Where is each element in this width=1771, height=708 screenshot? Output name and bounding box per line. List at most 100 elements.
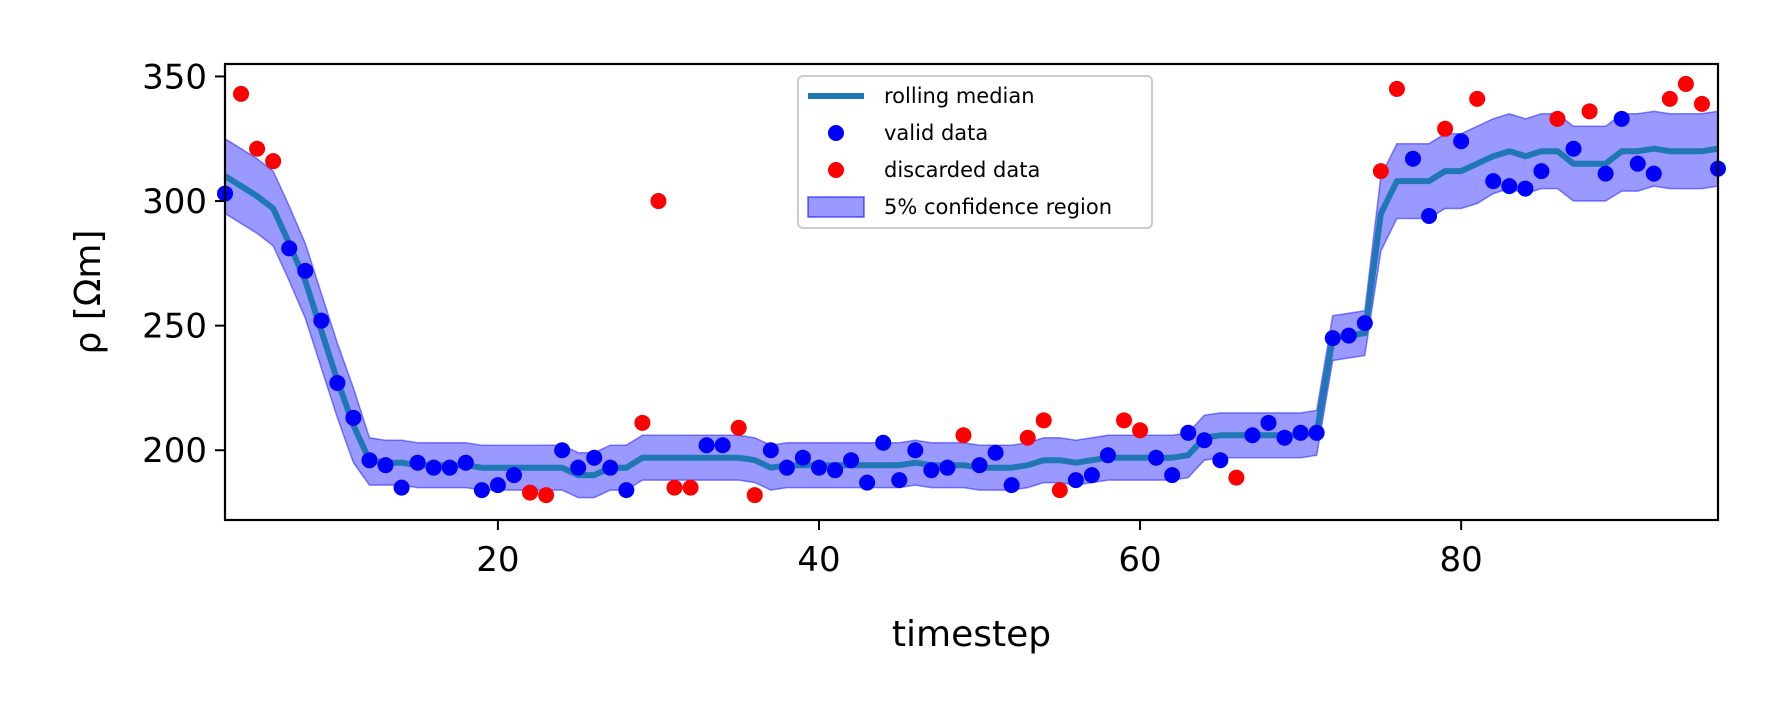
legend-label: valid data xyxy=(884,121,988,145)
discarded-data-point xyxy=(1051,482,1068,499)
valid-data-point xyxy=(1565,140,1582,157)
y-tick-label: 300 xyxy=(142,182,207,222)
valid-data-point xyxy=(1148,449,1165,466)
valid-data-point xyxy=(1003,477,1020,494)
data-points-layer xyxy=(217,75,1726,504)
discarded-data-point xyxy=(666,479,683,496)
valid-data-point xyxy=(794,449,811,466)
valid-data-point xyxy=(1404,150,1421,167)
valid-data-point xyxy=(1067,472,1084,489)
discarded-data-point xyxy=(1372,163,1389,180)
valid-data-point xyxy=(875,434,892,451)
valid-data-point xyxy=(505,467,522,484)
valid-data-point xyxy=(907,442,924,459)
valid-data-point xyxy=(1212,452,1229,469)
valid-data-point xyxy=(554,442,571,459)
valid-data-point xyxy=(329,374,346,391)
y-tick-label: 350 xyxy=(142,57,207,97)
x-tick-label: 20 xyxy=(476,540,519,580)
discarded-data-point xyxy=(1228,469,1245,486)
discarded-data-point xyxy=(265,153,282,170)
discarded-data-point xyxy=(1469,90,1486,107)
legend-label: 5% confidence region xyxy=(884,195,1112,219)
valid-data-point xyxy=(810,459,827,476)
valid-data-point xyxy=(714,437,731,454)
valid-data-point xyxy=(827,462,844,479)
valid-data-point xyxy=(1292,424,1309,441)
valid-data-point xyxy=(1421,208,1438,224)
valid-data-point xyxy=(859,474,876,491)
valid-data-point xyxy=(1244,427,1261,444)
valid-data-point xyxy=(923,462,940,479)
median-line-layer xyxy=(223,145,1719,479)
valid-data-point xyxy=(778,459,795,476)
valid-data-point xyxy=(281,240,298,257)
valid-data-point xyxy=(1340,327,1357,344)
valid-data-point xyxy=(1501,178,1518,195)
discarded-data-point xyxy=(1116,412,1133,429)
discarded-data-point xyxy=(1437,120,1454,137)
discarded-data-point xyxy=(1035,412,1052,429)
valid-data-point xyxy=(409,454,426,471)
valid-data-point xyxy=(1453,133,1470,150)
valid-data-point xyxy=(1645,165,1662,182)
valid-data-point xyxy=(489,477,506,494)
legend-label: rolling median xyxy=(884,84,1035,108)
valid-data-point xyxy=(586,449,603,466)
discarded-data-point xyxy=(634,414,651,431)
axis-ticks-layer: 20 40 60 80 200 250 300 350 xyxy=(142,57,1483,580)
valid-data-point xyxy=(393,479,410,496)
legend: rolling median valid data discarded data 5%… xyxy=(797,75,1153,229)
valid-data-point xyxy=(345,409,362,426)
discarded-data-point xyxy=(650,193,667,210)
discarded-data-point xyxy=(1661,90,1678,107)
x-tick-label: 60 xyxy=(1118,540,1161,580)
legend-label: discarded data xyxy=(884,158,1040,182)
valid-data-point xyxy=(457,454,474,471)
valid-data-point xyxy=(1597,165,1614,182)
discarded-data-point xyxy=(522,484,539,501)
plot-frame xyxy=(223,62,1720,522)
discarded-data-point xyxy=(682,479,699,496)
valid-data-point xyxy=(1083,467,1100,484)
discarded-data-point xyxy=(1677,75,1694,92)
discarded-data-point xyxy=(1693,95,1710,112)
valid-data-point xyxy=(441,459,458,476)
valid-data-point xyxy=(1276,429,1293,446)
legend-band-swatch xyxy=(807,196,865,218)
discarded-data-point xyxy=(746,487,763,504)
rolling-median-line xyxy=(223,145,1719,479)
valid-data-point xyxy=(1613,110,1630,127)
discarded-data-point xyxy=(1132,422,1149,439)
y-axis-label: ρ [Ωm] xyxy=(68,230,109,355)
discarded-data-point xyxy=(955,427,972,444)
discarded-data-point xyxy=(1549,110,1566,127)
x-tick-label: 80 xyxy=(1440,540,1483,580)
discarded-data-point xyxy=(730,419,747,436)
valid-data-point xyxy=(1260,414,1277,431)
legend-point-swatch xyxy=(828,162,844,178)
valid-data-point xyxy=(1356,315,1373,332)
valid-data-point xyxy=(1099,447,1116,464)
valid-data-point xyxy=(891,472,908,489)
valid-data-point xyxy=(971,457,988,474)
valid-data-point xyxy=(1517,180,1534,197)
valid-data-point xyxy=(698,437,715,454)
legend-box xyxy=(797,75,1153,229)
valid-data-point xyxy=(377,457,394,474)
valid-data-point xyxy=(618,482,635,499)
discarded-data-point xyxy=(1388,80,1405,97)
valid-data-point xyxy=(570,459,587,476)
discarded-data-point xyxy=(233,85,250,102)
discarded-data-point xyxy=(249,140,266,157)
valid-data-point xyxy=(1629,155,1646,172)
x-tick-label: 40 xyxy=(797,540,840,580)
x-axis-label: timestep xyxy=(892,614,1051,655)
valid-data-point xyxy=(1485,173,1502,190)
y-tick-label: 250 xyxy=(142,307,207,347)
y-tick-label: 200 xyxy=(142,431,207,471)
discarded-data-point xyxy=(538,487,555,504)
discarded-data-point xyxy=(1581,103,1598,120)
valid-data-point xyxy=(762,442,779,459)
